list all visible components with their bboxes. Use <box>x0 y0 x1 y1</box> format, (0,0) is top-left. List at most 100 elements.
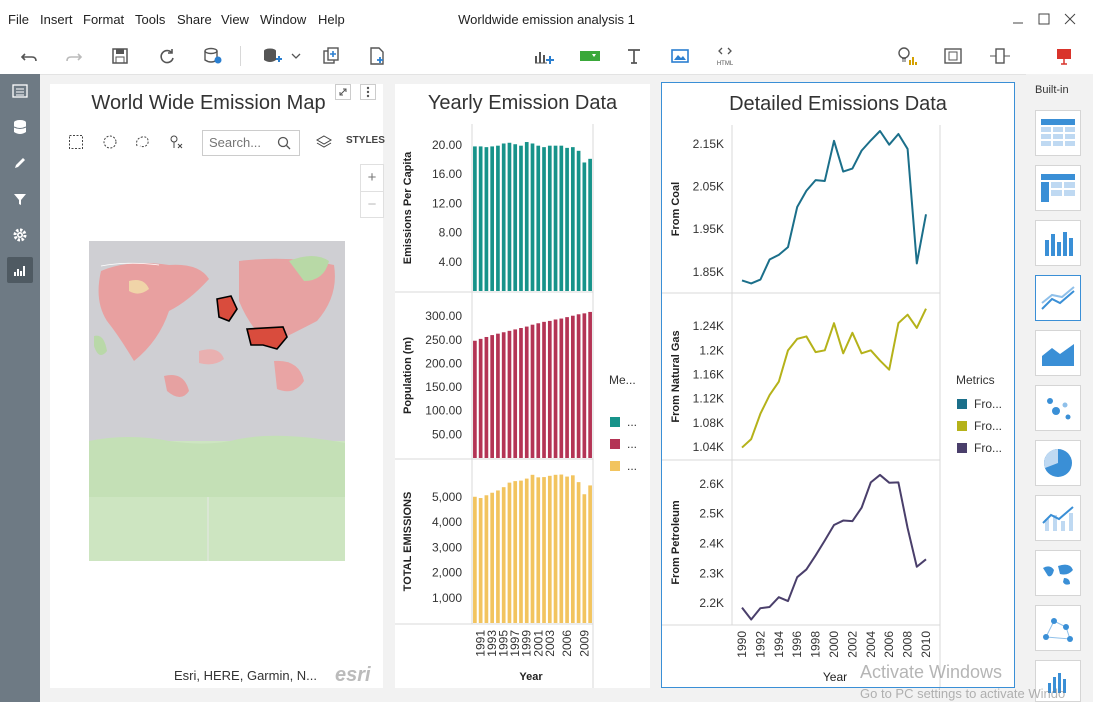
yearly-bar[interactable] <box>490 335 495 458</box>
yearly-bar[interactable] <box>559 318 564 458</box>
menu-insert[interactable]: Insert <box>40 12 73 27</box>
grid-viz-icon[interactable] <box>1035 110 1081 156</box>
yearly-bar[interactable] <box>582 494 587 623</box>
add-text-icon[interactable] <box>620 42 648 70</box>
pencil-icon[interactable] <box>7 150 33 176</box>
yearly-bar[interactable] <box>542 321 546 458</box>
yearly-bar[interactable] <box>559 474 564 623</box>
yearly-bar[interactable] <box>576 150 581 291</box>
list-icon[interactable] <box>7 78 33 104</box>
yearly-bar[interactable] <box>501 332 506 458</box>
clear-selection-icon[interactable] <box>168 134 184 150</box>
menu-tools[interactable]: Tools <box>135 12 166 27</box>
pie-viz-icon[interactable] <box>1035 440 1081 486</box>
yearly-bar[interactable] <box>478 146 483 291</box>
yearly-bar[interactable] <box>496 333 500 458</box>
yearly-bar[interactable] <box>547 475 552 623</box>
yearly-bar[interactable] <box>547 145 552 291</box>
detailed-series-line[interactable] <box>741 473 927 621</box>
yearly-bar[interactable] <box>542 147 546 291</box>
yearly-bar[interactable] <box>484 495 489 623</box>
menu-format[interactable]: Format <box>83 12 125 27</box>
menu-help[interactable]: Help <box>318 12 345 27</box>
yearly-bar[interactable] <box>553 319 558 458</box>
map-viz-icon[interactable] <box>1035 550 1081 596</box>
maximize-button[interactable] <box>1033 8 1055 30</box>
yearly-bar[interactable] <box>570 147 575 291</box>
yearly-bar[interactable] <box>519 480 523 623</box>
yearly-bar[interactable] <box>570 315 575 458</box>
menu-window[interactable]: Window <box>260 12 307 27</box>
yearly-bar[interactable] <box>519 328 523 458</box>
styles-button[interactable]: STYLES <box>346 135 385 146</box>
yearly-bar[interactable] <box>484 336 489 458</box>
yearly-bar[interactable] <box>588 311 592 458</box>
add-html-icon[interactable]: HTML <box>711 42 739 70</box>
bar-viz-icon[interactable] <box>1035 220 1081 266</box>
menu-file[interactable]: File <box>8 12 29 27</box>
yearly-bar[interactable] <box>565 147 569 291</box>
save-icon[interactable] <box>106 42 134 70</box>
combo-viz-icon[interactable] <box>1035 495 1081 541</box>
yearly-bar[interactable] <box>553 145 558 291</box>
map-search-box[interactable] <box>202 130 300 156</box>
yearly-bar[interactable] <box>524 142 529 291</box>
yearly-bar[interactable] <box>478 498 483 623</box>
yearly-bar[interactable] <box>536 477 541 623</box>
add-image-icon[interactable] <box>666 42 694 70</box>
detailed-series-line[interactable] <box>741 308 927 449</box>
add-filter-icon[interactable] <box>576 42 604 70</box>
search-icon[interactable] <box>277 136 291 150</box>
yearly-bar[interactable] <box>536 145 541 291</box>
data-source-icon[interactable] <box>199 42 227 70</box>
yearly-bar[interactable] <box>524 326 529 458</box>
pivot-viz-icon[interactable] <box>1035 165 1081 211</box>
insights-icon[interactable] <box>892 42 920 70</box>
new-page-icon[interactable] <box>363 42 391 70</box>
yearly-bar[interactable] <box>530 324 535 458</box>
yearly-bar[interactable] <box>559 145 564 291</box>
chart-panel-icon[interactable] <box>7 257 33 283</box>
yearly-bar[interactable] <box>507 142 512 291</box>
yearly-bar[interactable] <box>576 482 581 623</box>
yearly-bar[interactable] <box>501 143 506 291</box>
yearly-bar[interactable] <box>565 476 569 623</box>
yearly-bar[interactable] <box>473 340 477 458</box>
yearly-bar[interactable] <box>576 314 581 458</box>
yearly-bar[interactable] <box>565 317 569 458</box>
fit-icon[interactable] <box>939 42 967 70</box>
histogram-viz-icon[interactable] <box>1035 660 1081 702</box>
yearly-bar[interactable] <box>536 323 541 458</box>
yearly-bar[interactable] <box>490 492 495 623</box>
circle-select-icon[interactable] <box>102 134 118 150</box>
chevron-down-icon[interactable] <box>282 42 310 70</box>
add-chart-icon[interactable] <box>530 42 558 70</box>
yearly-bar[interactable] <box>513 144 518 291</box>
network-viz-icon[interactable] <box>1035 605 1081 651</box>
expand-icon[interactable] <box>335 84 351 100</box>
scatter-viz-icon[interactable] <box>1035 385 1081 431</box>
redo-icon[interactable] <box>60 42 88 70</box>
yearly-bar[interactable] <box>501 487 506 623</box>
yearly-bar[interactable] <box>513 481 518 623</box>
close-button[interactable] <box>1059 8 1081 30</box>
menu-share[interactable]: Share <box>177 12 212 27</box>
yearly-bar[interactable] <box>553 474 558 623</box>
yearly-bar[interactable] <box>496 145 500 291</box>
yearly-bar[interactable] <box>588 158 592 291</box>
yearly-bar[interactable] <box>570 475 575 623</box>
yearly-bar[interactable] <box>473 146 477 291</box>
lasso-select-icon[interactable] <box>134 134 150 150</box>
detailed-series-line[interactable] <box>741 130 927 285</box>
yearly-bar[interactable] <box>542 477 546 623</box>
line-viz-icon[interactable] <box>1035 275 1081 321</box>
yearly-bar[interactable] <box>484 147 489 291</box>
menu-view[interactable]: View <box>221 12 249 27</box>
gear-icon[interactable] <box>7 222 33 248</box>
yearly-bar[interactable] <box>524 478 529 623</box>
yearly-bar[interactable] <box>530 474 535 623</box>
undo-icon[interactable] <box>15 42 43 70</box>
yearly-bar[interactable] <box>478 338 483 458</box>
yearly-bar[interactable] <box>490 146 495 291</box>
filter-icon[interactable] <box>7 186 33 212</box>
